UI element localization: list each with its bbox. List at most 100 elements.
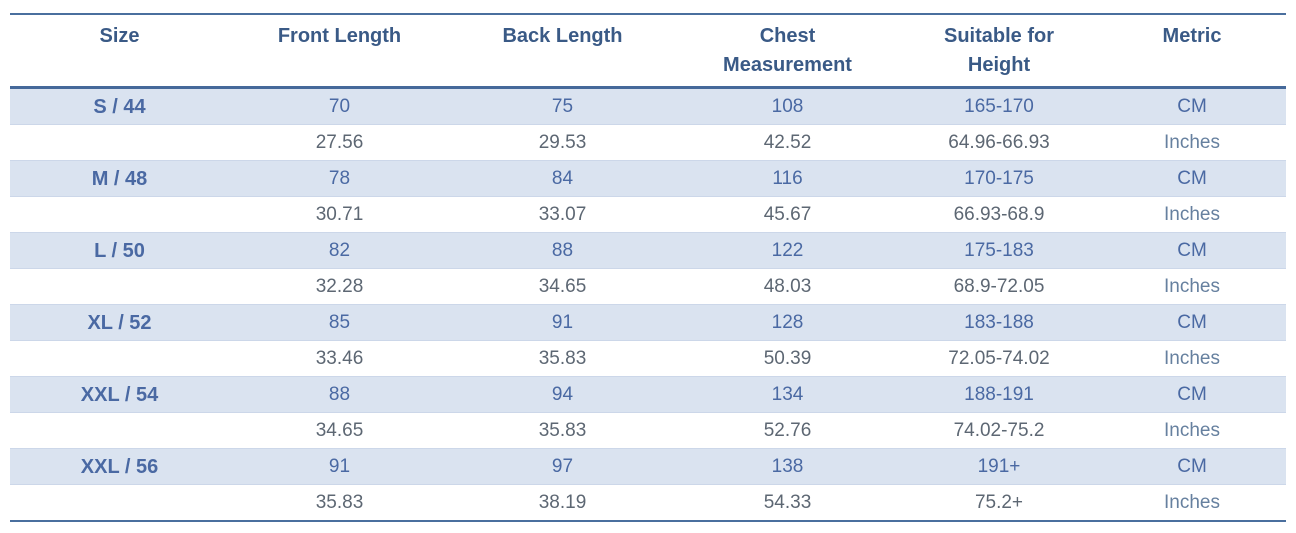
column-header-back-length: Back Length: [450, 14, 675, 88]
table-row: XXL / 56 91 97 138 191+ CM: [10, 448, 1286, 485]
cell-chest: 122: [771, 240, 804, 261]
cell-chest: 108: [771, 96, 804, 117]
table-header: Size Front Length Back Length Chest Meas…: [10, 14, 1286, 88]
cell-height: 165-170: [964, 96, 1034, 117]
cell-back: 94: [551, 384, 574, 405]
header-label-line2: Height: [967, 54, 1031, 76]
cell-height: 183-188: [964, 312, 1034, 333]
cell-size: [10, 125, 229, 161]
cell-height: 66.93-68.9: [953, 204, 1045, 225]
header-label: Suitable for: [943, 25, 1054, 47]
cell-metric: Inches: [1164, 204, 1220, 225]
cell-metric: Inches: [1164, 348, 1220, 369]
cell-size: S / 44: [93, 95, 146, 118]
cell-height: 68.9-72.05: [953, 276, 1045, 297]
cell-size: XXL / 54: [80, 383, 159, 406]
cell-front: 27.56: [315, 132, 364, 153]
cell-chest: 50.39: [763, 348, 812, 369]
cell-metric: Inches: [1164, 420, 1220, 441]
cell-metric: CM: [1177, 384, 1207, 405]
cell-size: [10, 269, 229, 305]
cell-size: [10, 197, 229, 233]
cell-front: 88: [328, 384, 351, 405]
size-chart-table: Size Front Length Back Length Chest Meas…: [10, 13, 1286, 522]
cell-front: 78: [328, 168, 351, 189]
header-label-line2: [229, 51, 450, 52]
table-row: 27.56 29.53 42.52 64.96-66.93 Inches: [10, 124, 1286, 161]
cell-front: 85: [328, 312, 351, 333]
cell-size: XL / 52: [87, 311, 152, 334]
table-row: XXL / 54 88 94 134 188-191 CM: [10, 376, 1286, 413]
table-row: XL / 52 85 91 128 183-188 CM: [10, 304, 1286, 341]
header-label: Chest: [759, 25, 816, 47]
cell-size: [10, 413, 229, 449]
header-label: Front Length: [277, 25, 402, 47]
header-row: Size Front Length Back Length Chest Meas…: [10, 14, 1286, 88]
cell-chest: 42.52: [763, 132, 812, 153]
cell-back: 75: [551, 96, 574, 117]
cell-back: 84: [551, 168, 574, 189]
cell-metric: CM: [1177, 96, 1207, 117]
cell-back: 88: [551, 240, 574, 261]
column-header-metric: Metric: [1098, 14, 1286, 88]
table-row: M / 48 78 84 116 170-175 CM: [10, 160, 1286, 197]
table-row: 34.65 35.83 52.76 74.02-75.2 Inches: [10, 412, 1286, 449]
cell-chest: 138: [771, 456, 804, 477]
cell-back: 35.83: [538, 348, 587, 369]
table-row: 33.46 35.83 50.39 72.05-74.02 Inches: [10, 340, 1286, 377]
column-header-front-length: Front Length: [229, 14, 450, 88]
header-label: Back Length: [502, 25, 623, 47]
cell-front: 33.46: [315, 348, 364, 369]
table-row: S / 44 70 75 108 165-170 CM: [10, 87, 1286, 125]
cell-height: 72.05-74.02: [948, 348, 1050, 369]
cell-back: 38.19: [538, 492, 587, 513]
cell-chest: 45.67: [763, 204, 812, 225]
cell-front: 91: [328, 456, 351, 477]
cell-metric: CM: [1177, 168, 1207, 189]
cell-size: L / 50: [94, 239, 145, 262]
cell-size: [10, 341, 229, 377]
cell-front: 34.65: [315, 420, 364, 441]
cell-front: 32.28: [315, 276, 364, 297]
column-header-chest-measurement: Chest Measurement: [675, 14, 900, 88]
cell-front: 70: [328, 96, 351, 117]
header-label: Metric: [1162, 25, 1222, 47]
cell-size: XXL / 56: [80, 455, 159, 478]
table-row: 30.71 33.07 45.67 66.93-68.9 Inches: [10, 196, 1286, 233]
cell-height: 64.96-66.93: [948, 132, 1050, 153]
cell-back: 35.83: [538, 420, 587, 441]
header-label-line2: Measurement: [723, 54, 852, 76]
table-row: 32.28 34.65 48.03 68.9-72.05 Inches: [10, 268, 1286, 305]
cell-back: 29.53: [538, 132, 587, 153]
cell-back: 91: [551, 312, 574, 333]
header-label: Size: [99, 25, 140, 47]
header-label-line2: [1098, 51, 1286, 52]
cell-metric: CM: [1177, 456, 1207, 477]
cell-chest: 48.03: [763, 276, 812, 297]
table-row: 35.83 38.19 54.33 75.2+ Inches: [10, 484, 1286, 521]
cell-front: 82: [328, 240, 351, 261]
cell-height: 74.02-75.2: [953, 420, 1045, 441]
cell-metric: Inches: [1164, 132, 1220, 153]
header-label-line2: [10, 51, 229, 52]
cell-back: 34.65: [538, 276, 587, 297]
table-body: S / 44 70 75 108 165-170 CM 27.56 29.53 42.52 64.…: [10, 87, 1286, 521]
cell-chest: 116: [772, 168, 803, 189]
cell-chest: 52.76: [763, 420, 812, 441]
table-row: L / 50 82 88 122 175-183 CM: [10, 232, 1286, 269]
cell-chest: 134: [771, 384, 804, 405]
column-header-size: Size: [10, 14, 229, 88]
cell-back: 33.07: [538, 204, 587, 225]
cell-front: 30.71: [315, 204, 364, 225]
cell-front: 35.83: [315, 492, 364, 513]
cell-height: 188-191: [964, 384, 1034, 405]
cell-height: 75.2+: [974, 492, 1024, 513]
cell-size: M / 48: [91, 167, 148, 190]
cell-height: 175-183: [964, 240, 1034, 261]
column-header-suitable-for-height: Suitable for Height: [900, 14, 1098, 88]
cell-height: 191+: [977, 456, 1021, 477]
header-label-line2: [450, 51, 675, 52]
cell-chest: 128: [771, 312, 804, 333]
cell-metric: CM: [1177, 312, 1207, 333]
